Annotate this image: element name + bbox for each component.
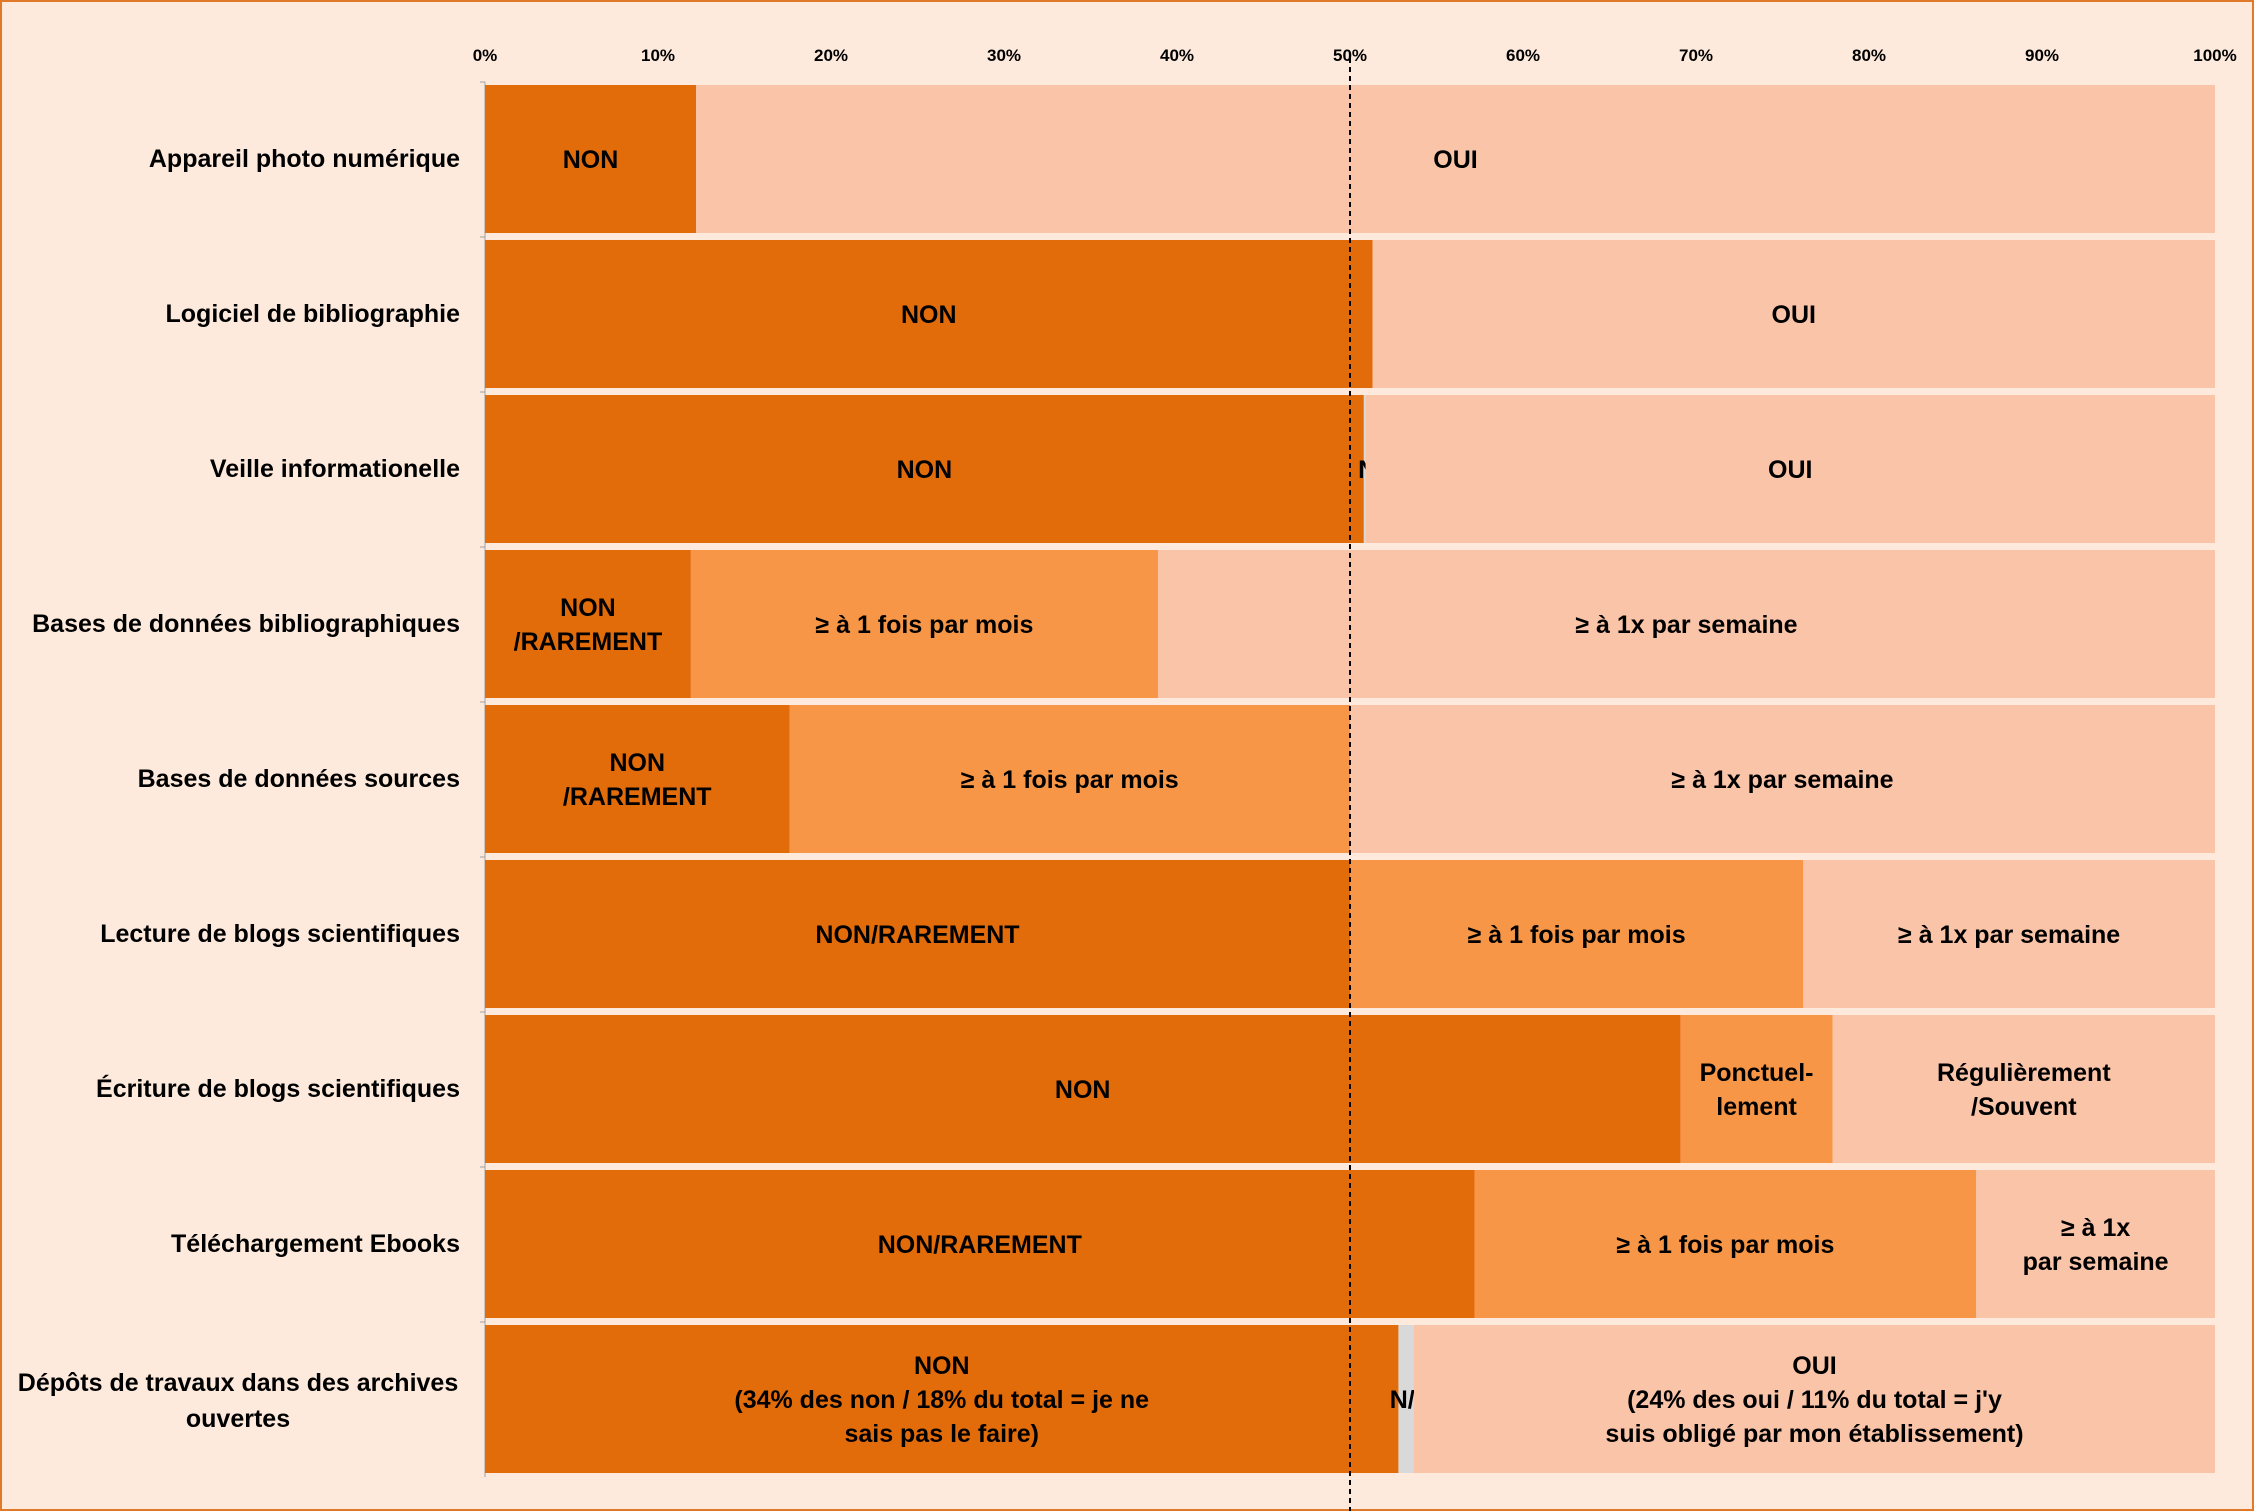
bar-segment: [789, 705, 1350, 853]
segment-label: OUI: [1768, 456, 1812, 484]
segment-label: NON: [897, 456, 953, 484]
bar-segment: [485, 860, 1350, 1008]
segment-label: NON: [563, 146, 619, 174]
x-tick-label: 80%: [1852, 46, 1886, 65]
x-tick-label: 20%: [814, 46, 848, 65]
segment-label: ≥ à 1x par semaine: [1671, 766, 1893, 794]
bar-segment: [1414, 1325, 2215, 1473]
bar-segment: [1803, 860, 2215, 1008]
category-label: Bases de données sources: [138, 765, 460, 793]
category-label: Téléchargement Ebooks: [171, 1230, 460, 1258]
segment-label: ≥ à 1 fois par mois: [1468, 921, 1686, 949]
bar-segment: [1680, 1015, 1833, 1163]
category-label: Appareil photo numérique: [149, 145, 460, 173]
segment-label: Ponctuel-lement: [1700, 1059, 1814, 1121]
x-tick-label: 50%: [1333, 46, 1367, 65]
category-label: Écriture de blogs scientifiques: [96, 1074, 460, 1103]
bar-segment: [1832, 1015, 2215, 1163]
bar-segment: [1350, 705, 2215, 853]
bar-segment: [485, 1015, 1681, 1163]
x-tick-label: 40%: [1160, 46, 1194, 65]
bar-segment: [485, 240, 1373, 388]
segment-label: NON: [901, 301, 957, 329]
bar-segment: [485, 395, 1364, 543]
segment-label: NON/RAREMENT: [878, 1231, 1082, 1259]
segment-label: ≥ à 1 fois par mois: [1616, 1231, 1834, 1259]
category-label: Logiciel de bibliographie: [166, 300, 461, 328]
category-label: Dépôts de travaux dans des archives ouver…: [18, 1369, 458, 1433]
segment-label: NON/RAREMENT: [815, 921, 1019, 949]
bar-segment: [1363, 395, 1366, 543]
x-tick-label: 90%: [2025, 46, 2059, 65]
segment-label: NON: [1055, 1076, 1111, 1104]
segment-label: ≥ à 1 fois par mois: [815, 611, 1033, 639]
segment-label: ≥ à 1x par semaine: [1898, 921, 2120, 949]
segment-label: OUI (24% des oui / 11% du total = j'y suis…: [1605, 1352, 2023, 1448]
segment-label: OUI: [1433, 146, 1477, 174]
bar-segment: [485, 85, 697, 233]
bar-segment: [1398, 1325, 1415, 1473]
segment-label: NON/RAREMENT: [563, 749, 712, 811]
bar-segment: [696, 85, 2215, 233]
segment-label: ≥ à 1x par semaine: [1575, 611, 1797, 639]
segment-label: Régulièrement/Souvent: [1937, 1059, 2111, 1121]
category-label: Bases de données bibliographiques: [32, 610, 460, 638]
bar-segment: [1350, 860, 1804, 1008]
x-tick-label: 70%: [1679, 46, 1713, 65]
x-tick-label: 60%: [1506, 46, 1540, 65]
bar-segment: [485, 550, 691, 698]
segment-label: ≥ à 1 fois par mois: [961, 766, 1179, 794]
segment-label: NON/RAREMENT: [514, 594, 663, 656]
x-tick-label: 100%: [2193, 46, 2236, 65]
x-tick-label: 30%: [987, 46, 1021, 65]
bar-segment: [485, 705, 790, 853]
segment-label: ≥ à 1x par semaine: [2023, 1214, 2169, 1276]
bar-segment: [1372, 240, 2215, 388]
bar-segment: [1157, 550, 2215, 698]
bar-segment: [485, 1170, 1475, 1318]
category-label: Veille informationelle: [210, 455, 460, 483]
bar-segment: [1365, 395, 2215, 543]
x-tick-label: 0%: [473, 46, 498, 65]
bar-segment: [1976, 1170, 2215, 1318]
x-tick-label: 10%: [641, 46, 675, 65]
bar-segment: [485, 1325, 1399, 1473]
bar-segment: [690, 550, 1158, 698]
segment-label: NON (34% des non / 18% du total = je ne sa…: [734, 1352, 1149, 1448]
segment-label: OUI: [1772, 301, 1816, 329]
bar-segment: [1474, 1170, 1977, 1318]
category-label: Lecture de blogs scientifiques: [100, 920, 460, 948]
